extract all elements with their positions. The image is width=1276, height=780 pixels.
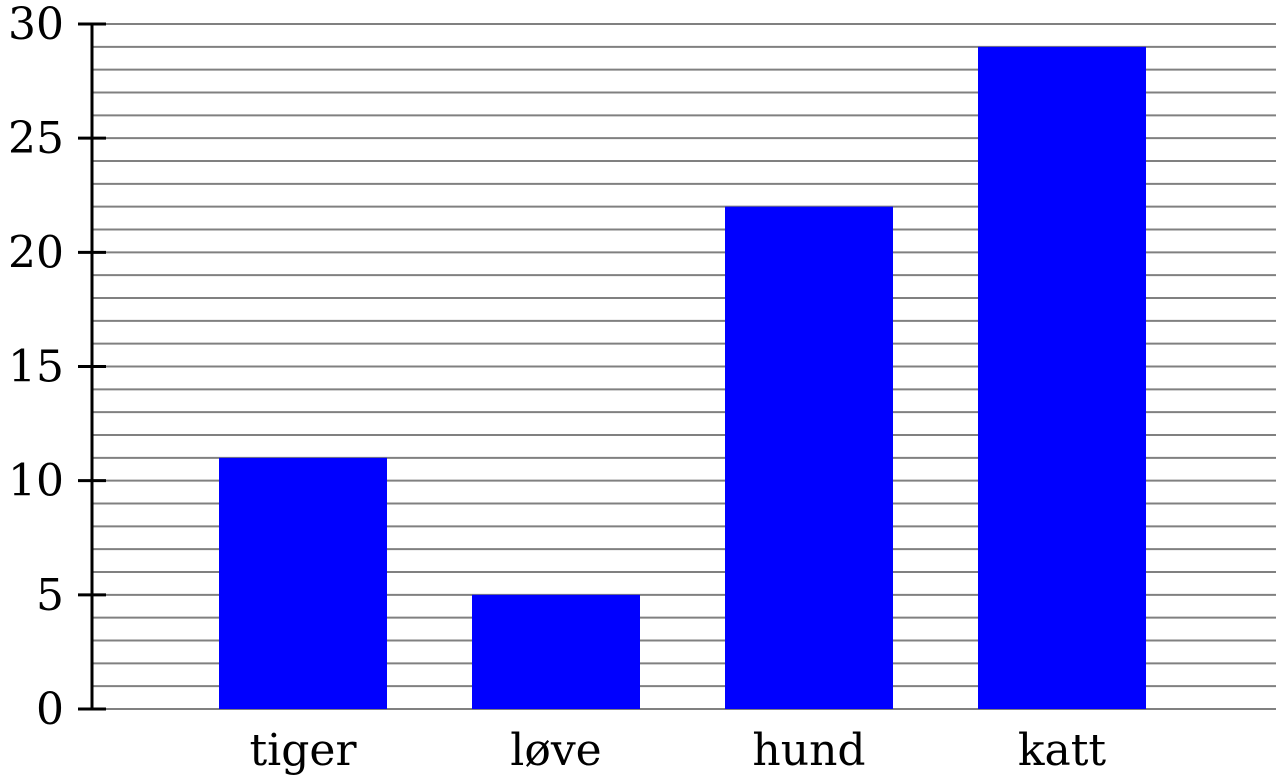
bar-hund — [725, 206, 893, 709]
y-tick-label: 5 — [36, 570, 64, 621]
y-tick-label: 10 — [8, 456, 64, 507]
x-tick-label: løve — [510, 725, 601, 776]
y-tick-label: 30 — [8, 0, 64, 50]
y-tick-label: 20 — [8, 227, 64, 278]
y-tick-label: 0 — [36, 684, 64, 735]
bar-katt — [978, 46, 1146, 710]
y-axis — [78, 22, 106, 711]
bars — [219, 46, 1146, 710]
x-tick-label: tiger — [250, 725, 358, 776]
bar-tiger — [219, 457, 387, 709]
y-tick-label: 15 — [8, 342, 64, 393]
bar-løve — [472, 594, 640, 709]
tick-labels: tiger løve hund katt 0 5 10 15 20 25 30 — [8, 0, 1106, 776]
x-tick-label: hund — [752, 725, 865, 776]
x-tick-label: katt — [1018, 725, 1107, 776]
y-tick-label: 25 — [8, 113, 64, 164]
